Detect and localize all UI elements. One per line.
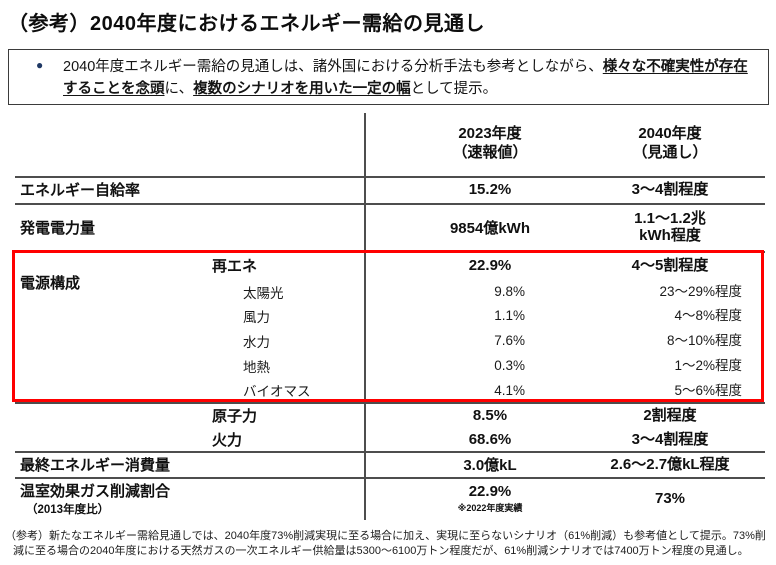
cell-2023: 1.1% bbox=[494, 308, 525, 323]
table-rule bbox=[15, 176, 765, 178]
value-2023-note: ※2022年度実績 bbox=[457, 503, 523, 513]
row-label-main: 温室効果ガス削減割合 bbox=[20, 483, 171, 500]
value-line: kWh程度 bbox=[639, 227, 701, 244]
cell-2040: 23～29%程度 bbox=[659, 284, 742, 299]
cell-2040: 73% bbox=[654, 490, 686, 507]
emphasized-text: することを念頭 bbox=[63, 81, 165, 97]
table-row: 風力 1.1% 4～8%程度 bbox=[0, 303, 765, 328]
column-title: 2023年度 bbox=[458, 125, 522, 142]
page-title: （参考）2040年度におけるエネルギー需給の見通し bbox=[8, 13, 485, 35]
cell-2040: 4～8%程度 bbox=[674, 308, 742, 323]
row-label: 再エネ bbox=[212, 258, 258, 275]
table-row: 最終エネルギー消費量 3.0億kL 2.6～2.7億kL程度 bbox=[0, 451, 765, 477]
cell-2040: 1～2%程度 bbox=[674, 358, 742, 373]
row-label: 太陽光 bbox=[243, 285, 284, 301]
row-label: 風力 bbox=[243, 309, 270, 325]
table-row: 水力 7.6% 8～10%程度 bbox=[0, 328, 765, 353]
row-label: エネルギー自給率 bbox=[20, 182, 141, 199]
emphasized-text: 様々な不確実性が存在 bbox=[602, 59, 748, 75]
cell-2040: 1.1～1.2兆 kWh程度 bbox=[565, 203, 775, 251]
footnote-line: 減に至る場合の2040年度における天然ガスの一次エネルギー供給量は5300～61… bbox=[13, 544, 749, 557]
row-label: 最終エネルギー消費量 bbox=[20, 456, 171, 474]
cell-2040: 8～10%程度 bbox=[666, 333, 742, 348]
cell-2023: 22.9% ※2022年度実績 bbox=[365, 477, 615, 520]
column-subtitle: （速報値） bbox=[452, 144, 528, 161]
cell-2023: 9.8% bbox=[494, 284, 525, 299]
table-row: 太陽光 9.8% 23～29%程度 bbox=[0, 280, 765, 303]
row-label: 水力 bbox=[243, 334, 270, 350]
cell-2040: 4～5割程度 bbox=[631, 257, 709, 274]
row-label: 原子力 bbox=[212, 407, 258, 425]
column-header-2023: 2023年度 （速報値） bbox=[365, 110, 615, 176]
emphasized-text: 複数のシナリオを用いた一定の幅 bbox=[193, 81, 411, 97]
footnote-line: （参考）新たなエネルギー需給見通しでは、2040年度73%削減実現に至る場合に加… bbox=[5, 530, 766, 542]
cell-2023: 9854億kWh bbox=[449, 219, 531, 237]
row-label: 温室効果ガス削減割合 （2013年度比） bbox=[20, 477, 170, 520]
table-rule bbox=[15, 251, 765, 253]
notice-box: ● 2040年度エネルギー需給の見通しは、諸外国における分析手法も参考としながら… bbox=[8, 49, 769, 105]
row-label: バイオマス bbox=[243, 384, 311, 399]
notice-text: 2040年度エネルギー需給の見通しは、諸外国における分析手法も参考としながら、様… bbox=[63, 56, 768, 100]
notice-line: 2040年度エネルギー需給の見通しは、諸外国における分析手法も参考としながら、様… bbox=[63, 56, 768, 78]
table-header-row: 2023年度 （速報値） 2040年度 （見通し） bbox=[0, 110, 765, 176]
footnote: （参考）新たなエネルギー需給見通しでは、2040年度73%削減実現に至る場合に加… bbox=[5, 529, 775, 558]
table-rule bbox=[15, 477, 765, 479]
table-row: 原子力 8.5% 2割程度 bbox=[0, 402, 765, 428]
cell-2023: 3.0億kL bbox=[463, 456, 517, 474]
cell-2040: 2割程度 bbox=[643, 406, 697, 424]
table-row: 再エネ 22.9% 4～5割程度 bbox=[0, 251, 765, 280]
table-body: エネルギー自給率 15.2% 3～4割程度 発電電力量 9854億kWh 1.1～1.2兆… bbox=[0, 176, 776, 520]
value-2023: 22.9% bbox=[468, 483, 512, 500]
row-label: 火力 bbox=[212, 432, 243, 449]
plain-text: として提示。 bbox=[410, 81, 498, 97]
cell-2023: 4.1% bbox=[494, 382, 525, 398]
notice-line: することを念頭に、複数のシナリオを用いた一定の幅として提示。 bbox=[63, 78, 768, 100]
table-row: エネルギー自給率 15.2% 3～4割程度 bbox=[0, 176, 765, 203]
column-subtitle: （見通し） bbox=[632, 144, 708, 161]
table-rule bbox=[15, 402, 765, 404]
table-row: 温室効果ガス削減割合 （2013年度比） 22.9% ※2022年度実績 73% bbox=[0, 477, 765, 520]
table-rule bbox=[15, 203, 765, 205]
value-line: 1.1～1.2兆 bbox=[634, 210, 706, 227]
cell-2023: 68.6% bbox=[468, 431, 512, 448]
group-label-power-mix: 電源構成 bbox=[20, 275, 81, 292]
plain-text: に、 bbox=[164, 81, 194, 97]
cell-2040: 3～4割程度 bbox=[631, 181, 709, 198]
cell-2023: 7.6% bbox=[494, 333, 525, 348]
table-rule bbox=[15, 451, 765, 453]
table-row: バイオマス 4.1% 5～6%程度 bbox=[0, 378, 765, 402]
column-header-2040: 2040年度 （見通し） bbox=[565, 110, 775, 176]
cell-2023: 22.9% bbox=[468, 257, 512, 274]
row-label: 発電電力量 bbox=[20, 219, 96, 237]
cell-2023: 15.2% bbox=[468, 181, 512, 198]
bullet-icon: ● bbox=[36, 58, 44, 72]
row-label: 地熱 bbox=[243, 359, 270, 375]
cell-2023: 0.3% bbox=[494, 358, 525, 373]
table-row: 火力 68.6% 3～4割程度 bbox=[0, 428, 765, 451]
cell-2040: 2.6～2.7億kL程度 bbox=[610, 455, 730, 473]
table-row: 地熱 0.3% 1～2%程度 bbox=[0, 353, 765, 378]
row-label-sub: （2013年度比） bbox=[26, 504, 110, 516]
table-row: 発電電力量 9854億kWh 1.1～1.2兆 kWh程度 bbox=[0, 203, 765, 251]
column-divider bbox=[364, 113, 366, 520]
column-title: 2040年度 bbox=[638, 125, 702, 142]
cell-2040: 5～6%程度 bbox=[674, 382, 742, 398]
cell-2023: 8.5% bbox=[472, 406, 508, 424]
energy-outlook-table: 2023年度 （速報値） 2040年度 （見通し） エネルギー自給率 15.2% 3… bbox=[0, 110, 776, 520]
plain-text: 2040年度エネルギー需給の見通しは、諸外国における分析手法も参考としながら、 bbox=[63, 59, 603, 75]
cell-2040: 3～4割程度 bbox=[631, 431, 709, 448]
